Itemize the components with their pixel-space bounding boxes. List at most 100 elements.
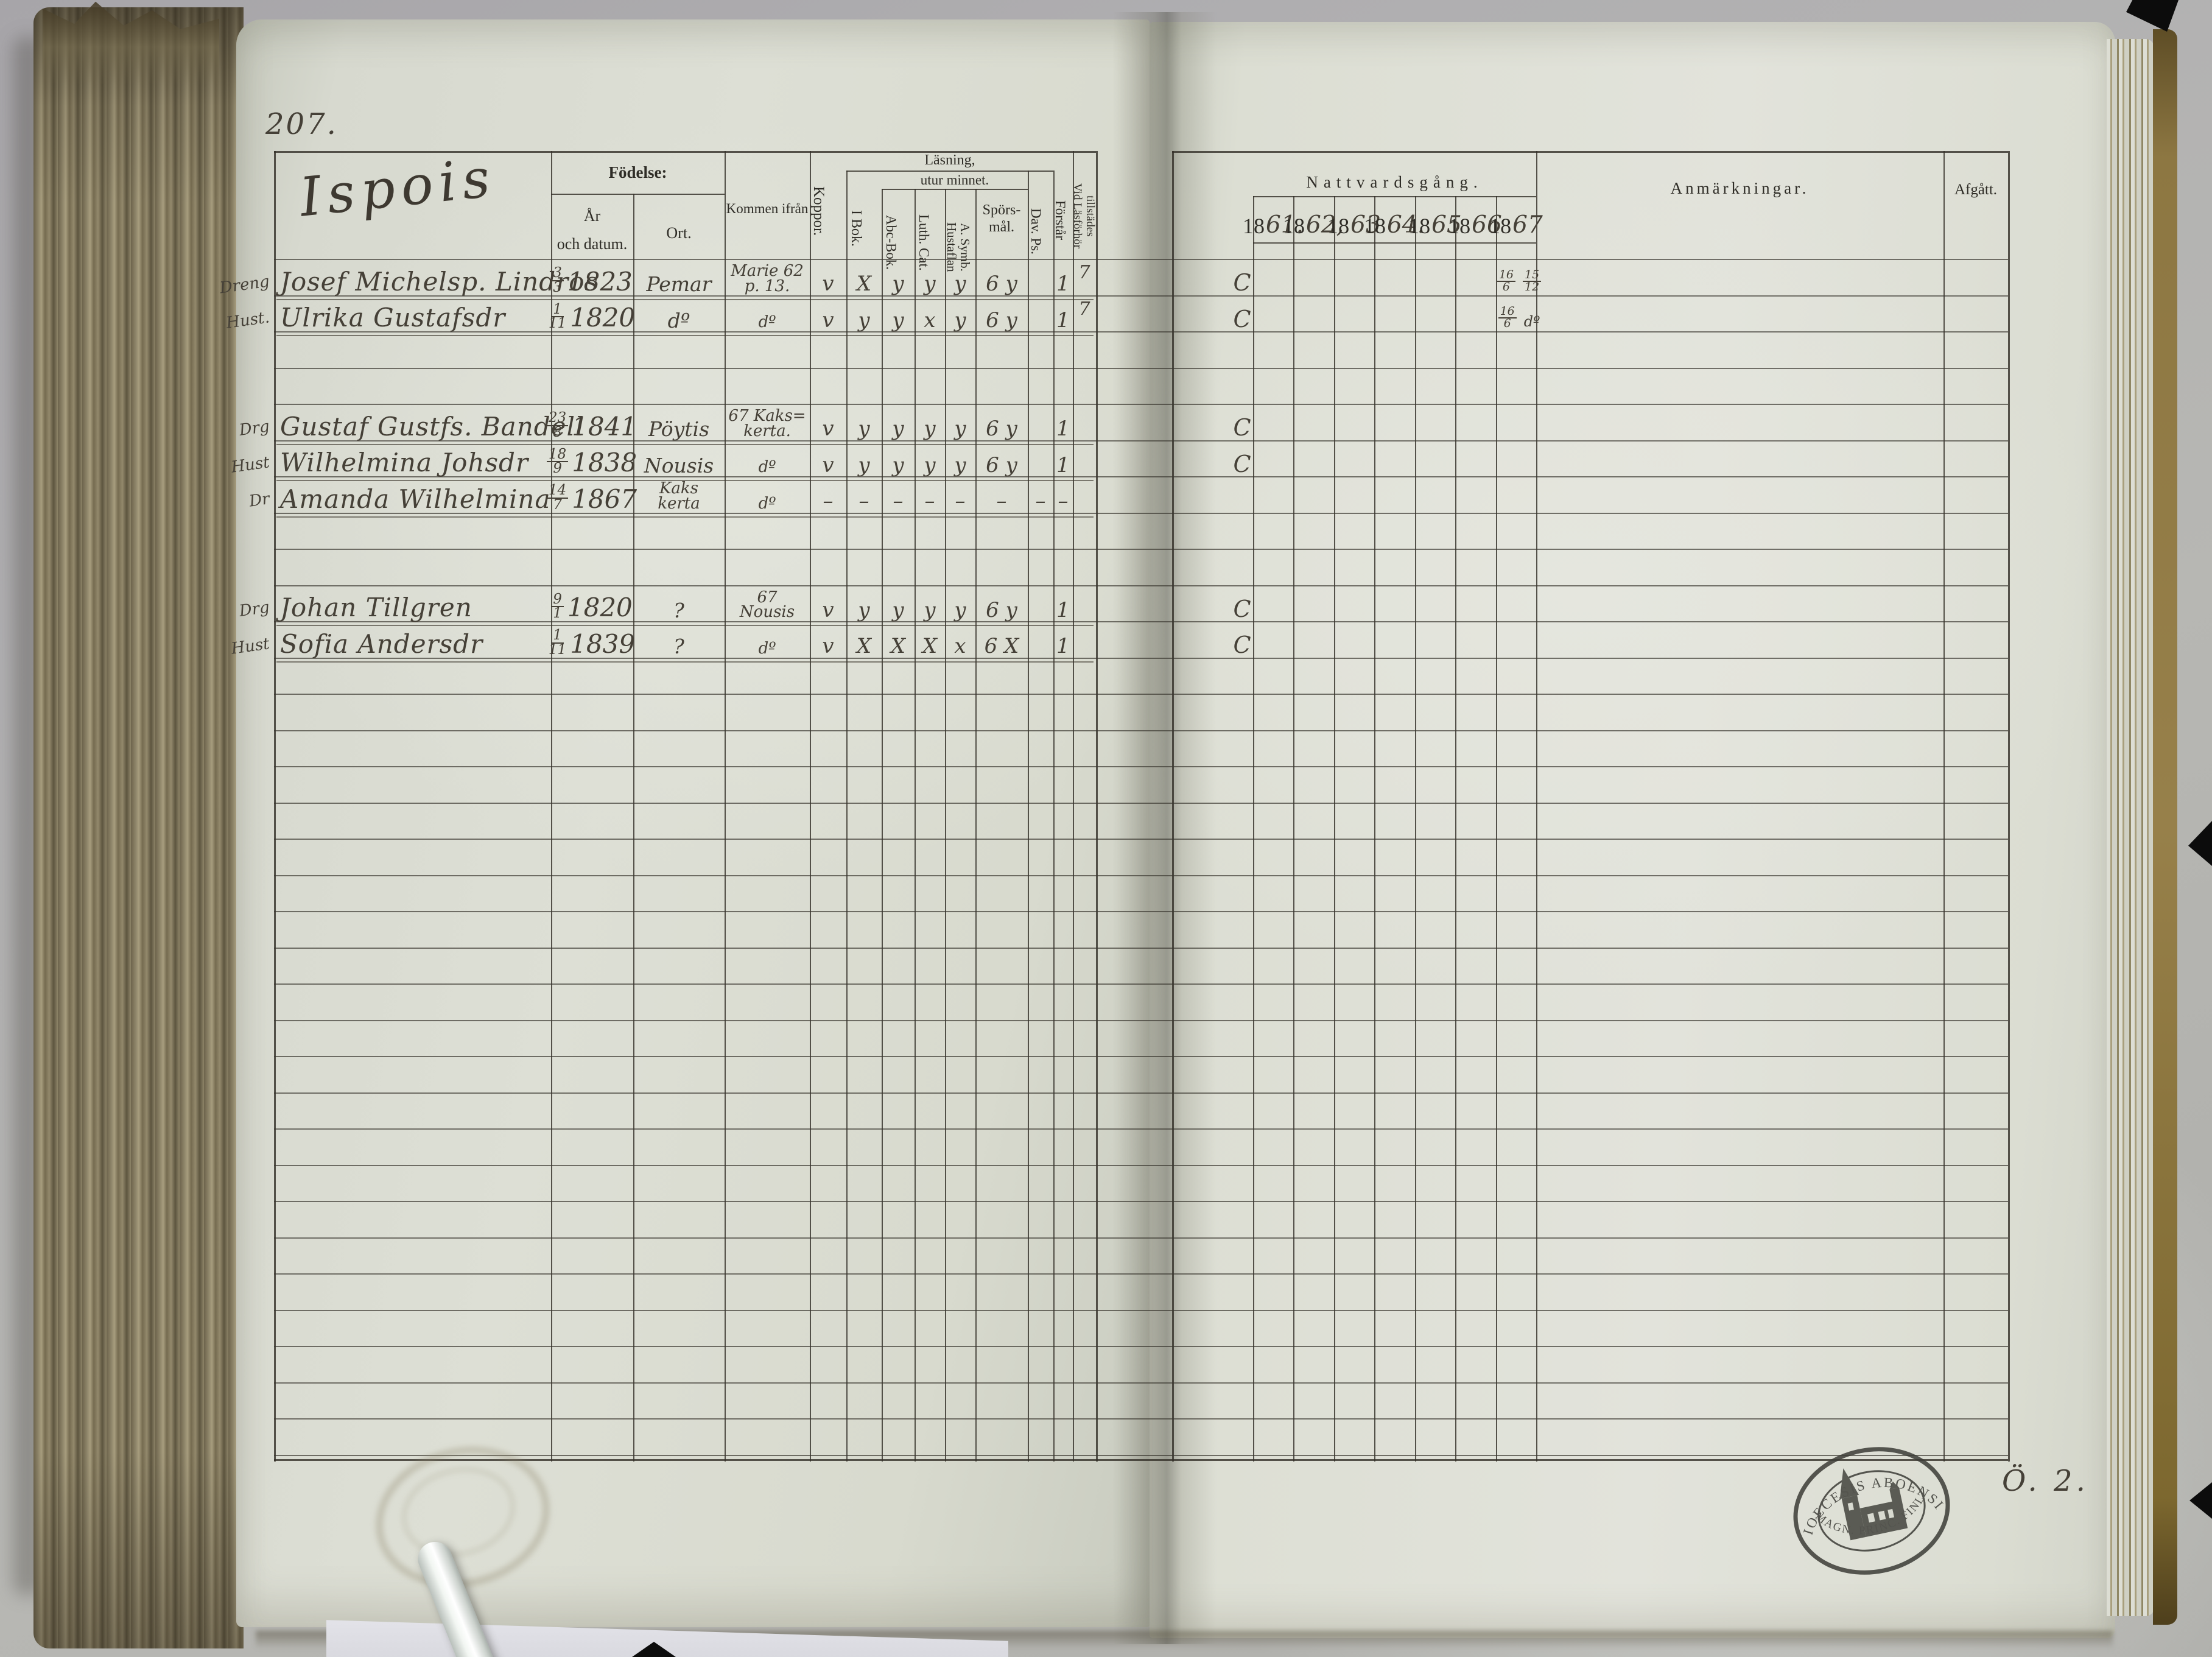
table-row-rule [274,947,2008,949]
entry-mark-i_bok: X [856,634,872,659]
entry-communion-mark: C [1233,305,1251,332]
year-printed-prefix: 18 [1327,214,1350,238]
year-printed-prefix: 18 [1489,214,1512,238]
fraction-denominator: 11 [548,641,567,658]
photo-clip-mark-top-right [2126,0,2179,32]
entry-mark-tillstades: 7 [1078,298,1090,320]
table-row-rule [274,1382,2008,1384]
page-number: 207. [265,107,338,141]
year-printed-prefix: 18 [1363,214,1386,238]
table-row-rule [274,512,2008,514]
entry-underline [276,516,1094,518]
year-header: 18 66 [1442,201,1509,239]
entry-came-from: dº [758,313,776,332]
header-fodelse: Födelse: [608,163,667,181]
entry-birth-year: 1820 [567,593,633,623]
fraction-numerator: 14 [546,484,569,499]
entry-communion-ditto: dº [1523,313,1540,331]
table-row-rule [274,1019,2008,1021]
header-kommen-ifran: Kommen ifrån [726,201,809,216]
church-icon [1839,1468,1908,1541]
entry-mark-sporsmal: 6 y [986,452,1017,477]
table-vertical-rule [1455,196,1456,1462]
table-row-rule [274,802,2008,804]
fraction-denominator: 6 [1502,280,1510,294]
entry-mark-koppor: v [822,634,834,659]
entry-mark-sporsmal: – [996,489,1007,514]
entry-birth-date: 14 7 1867 [546,477,637,512]
date-fraction: 14 7 [546,484,569,513]
date-fraction: 1 11 [548,302,567,332]
entry-mark-sporsmal: 6 X [984,634,1019,659]
year-handwritten-digits: 62, [1305,211,1344,239]
footer-signature-note: Ö. 2. [2002,1464,2089,1498]
entry-name: Johan Tillgren [280,593,472,623]
entry-name: Gustaf Gustfs. Bandell [280,411,585,442]
table-vertical-rule [1374,196,1375,1462]
table-row-rule [274,694,2008,695]
entry-mark-hustaflan: y [954,272,966,297]
year-printed-prefix: 18 [1408,214,1431,238]
entry-birthplace: dº [667,308,690,332]
date-fraction: 15 12 [1523,269,1542,293]
header-ar-och-datum: År och datum. [557,207,628,253]
table-row-rule [274,657,2008,659]
entry-mark-luth_cat: y [924,272,936,297]
entry-mark-abc_bok: y [892,272,904,297]
fraction-denominator: 7 [553,496,562,513]
entry-birth-year: 1841 [572,411,637,442]
table-row-rule [274,983,2008,985]
table-vertical-rule [1096,151,1098,1462]
fraction-numerator: 3 [551,266,564,281]
entry-mark-abc_bok: – [893,489,904,514]
entry-birthplace: Kaks kerta [658,479,700,513]
entry-mark-forstar: 1 [1056,417,1070,442]
date-fraction: 1 11 [548,628,567,658]
entry-communion-mark: C [1233,595,1251,622]
entry-mark-koppor: v [822,452,834,477]
table-horizontal-rule [846,171,1053,172]
entry-mark-i_bok: y [858,308,870,332]
table-horizontal-rule [1172,151,2008,153]
right-page-edges [2107,39,2154,1616]
table-vertical-rule [1172,151,1174,1462]
fraction-numerator: 1 [551,302,564,318]
year-header: 18 65 [1402,201,1469,239]
entry-mark-luth_cat: X [922,634,938,659]
fraction-denominator: 11 [548,315,567,332]
table-row-rule [274,331,2008,332]
header-lasning: Läsning, [924,152,975,168]
year-header: 18 63 [1321,201,1388,239]
entry-communion-mark: C [1233,450,1251,477]
entry-birth-date: 3 3 1823 [551,260,633,297]
entry-mark-i_bok: y [858,452,870,477]
entry-mark-forstar: 1 [1056,272,1070,297]
entry-birth-date: 23 8 1841 [546,405,637,440]
entry-mark-luth_cat: x [924,308,936,332]
fraction-numerator: 23 [546,411,569,426]
entry-birth-year: 1823 [567,266,633,297]
table-row-rule [274,1237,2008,1239]
entry-came-from: dº [758,639,776,658]
book-cover-edge [2153,29,2177,1625]
year-printed-prefix: 18 [1448,214,1471,238]
fraction-denominator: 8 [553,424,562,440]
table-vertical-rule [882,189,883,1462]
entry-came-from: 67 Kaks= kerta. [728,407,806,440]
table-vertical-rule [945,189,946,1462]
table-vertical-rule [1028,171,1029,1462]
entry-mark-hustaflan: y [954,452,966,477]
table-vertical-rule [1073,151,1074,1462]
entry-mark-forstar: 1 [1056,597,1070,622]
table-row-rule [274,1273,2008,1275]
year-printed-prefix: 18 [1242,214,1265,238]
entry-mark-hustaflan: y [954,308,966,332]
header-vid-lasforhor: Vid Läsförhör tillstädes [1070,183,1097,249]
entry-mark-forstar: 1 [1056,634,1070,659]
entry-communion-1867: 16 6 15 12 [1493,261,1545,293]
entry-underline [276,443,1094,445]
header-anmarkningar: Anmärkningar. [1670,179,1810,197]
table-vertical-rule [1496,196,1497,1462]
table-row-rule [274,1454,2008,1456]
